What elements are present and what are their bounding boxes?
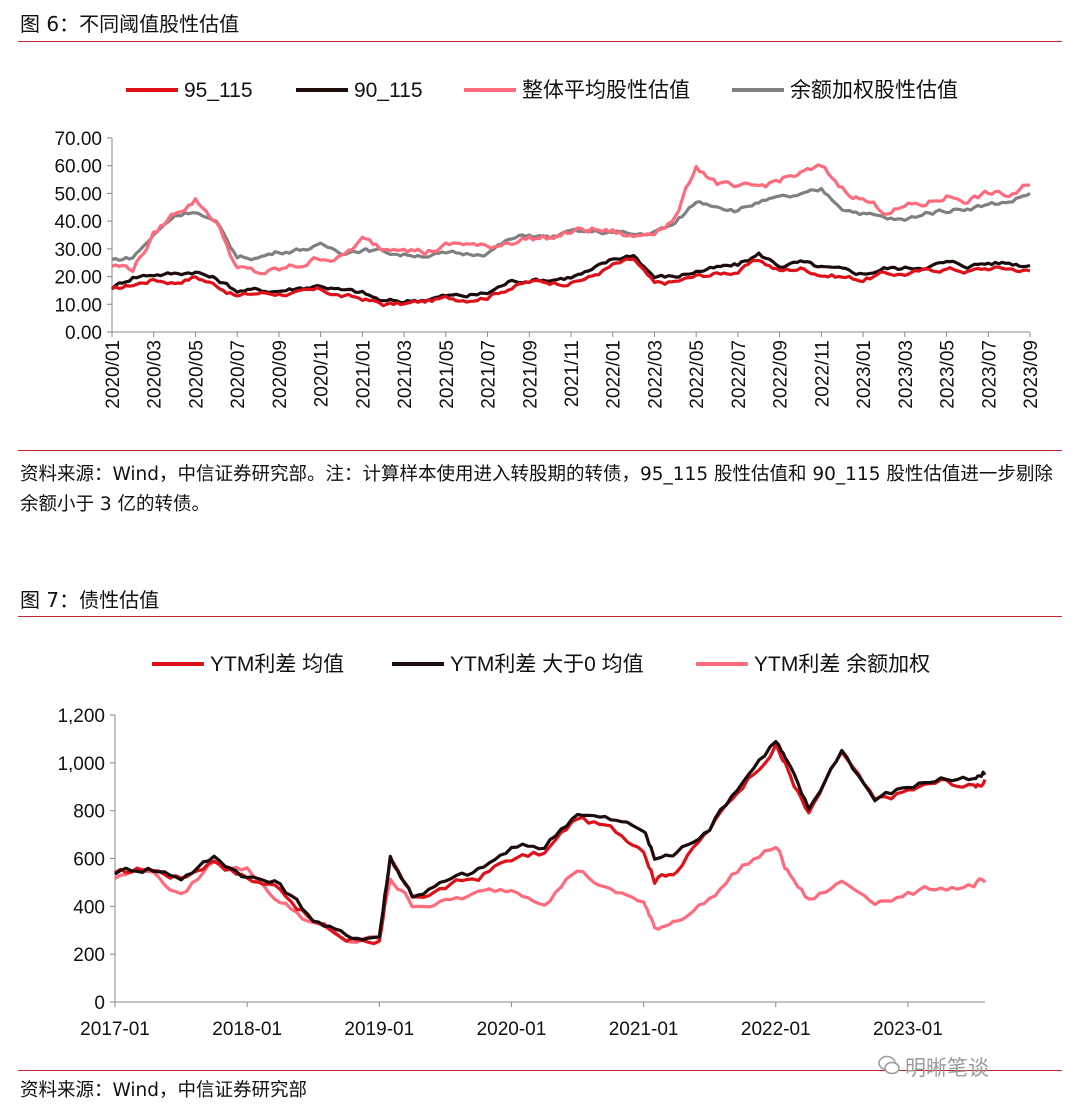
- x-tick-label-8: 2021/05: [437, 340, 458, 409]
- y-tick-label-4: 800: [73, 802, 105, 823]
- figure-7-title-rule: [18, 616, 1062, 617]
- y-tick-label-0: 0.00: [65, 323, 102, 344]
- x-tick-label-6: 2021/01: [353, 340, 374, 409]
- y-tick-label-6: 60.00: [54, 157, 102, 178]
- x-tick-label-1: 2018-01: [212, 1019, 282, 1040]
- x-tick-label-4: 2021-01: [609, 1019, 679, 1040]
- y-tick-label-6: 1,200: [57, 706, 105, 727]
- x-tick-label-7: 2021/03: [395, 340, 416, 409]
- chart-equity-valuation: 95_115 90_115 整体平均股性估值 余额加权股性估值 0.00 10.00 20.…: [54, 79, 1042, 409]
- x-tick-label-2: 2020/05: [186, 340, 207, 409]
- x-tick-label-0: 2020/01: [103, 340, 124, 409]
- legend-label-0: 95_115: [184, 79, 253, 102]
- x-tick-label-10: 2021/09: [520, 340, 541, 409]
- series-line-0: [111, 257, 1031, 308]
- series-line-1: [110, 251, 1031, 305]
- x-tick-label-5: 2022-01: [741, 1019, 811, 1040]
- y-tick-label-0: 0: [94, 993, 105, 1014]
- legend-label-3: 余额加权股性估值: [790, 79, 958, 102]
- y-tick-label-2: 20.00: [54, 268, 102, 289]
- x-tick-label-15: 2022/07: [729, 340, 750, 409]
- x-tick-label-12: 2022/01: [604, 340, 625, 409]
- y-tick-label-7: 70.00: [54, 129, 102, 150]
- series-line-2: [114, 845, 987, 944]
- x-tick-label-20: 2023/05: [938, 340, 959, 409]
- x-tick-label-6: 2023-01: [873, 1019, 943, 1040]
- x-tick-label-5: 2020/11: [312, 340, 333, 407]
- series-line-3: [111, 187, 1031, 262]
- x-tick-label-11: 2021/11: [562, 340, 583, 407]
- y-tick-label-1: 10.00: [54, 295, 102, 316]
- x-tick-label-21: 2023/07: [979, 340, 1000, 409]
- x-tick-label-9: 2021/07: [479, 340, 500, 409]
- wechat-icon: [878, 1055, 900, 1075]
- legend-label-1: 90_115: [354, 79, 423, 102]
- x-tick-label-4: 2020/09: [270, 340, 291, 409]
- series-line-1: [114, 740, 987, 942]
- legend-label-2: 整体平均股性估值: [522, 79, 690, 102]
- x-tick-label-3: 2020/07: [228, 340, 249, 409]
- y-tick-label-4: 40.00: [54, 212, 102, 233]
- y-tick-label-2: 400: [73, 897, 105, 918]
- x-tick-label-17: 2022/11: [812, 340, 833, 407]
- x-tick-label-2: 2019-01: [344, 1019, 414, 1040]
- x-tick-label-3: 2020-01: [477, 1019, 547, 1040]
- y-tick-label-5: 1,000: [57, 754, 105, 775]
- x-tick-label-13: 2022/03: [645, 340, 666, 409]
- y-tick-label-5: 50.00: [54, 184, 102, 205]
- x-tick-label-16: 2022/09: [771, 340, 792, 409]
- figure-7-source: 资料来源：Wind，中信证券研究部: [20, 1080, 307, 1101]
- figure-6-source: 资料来源：Wind，中信证券研究部。注：计算样本使用进入转股期的转债，95_11…: [20, 464, 1053, 515]
- y-tick-label-1: 200: [73, 945, 105, 966]
- x-tick-label-1: 2020/03: [145, 340, 166, 409]
- figure-6-source-rule: [18, 450, 1062, 451]
- legend-label-1: YTM利差 大于0 均值: [450, 653, 644, 676]
- figure-7-title: 图 7：债性估值: [20, 588, 160, 612]
- legend-label-0: YTM利差 均值: [210, 653, 344, 676]
- x-tick-label-22: 2023/09: [1021, 340, 1042, 409]
- y-tick-label-3: 30.00: [54, 240, 102, 261]
- x-tick-label-14: 2022/05: [687, 340, 708, 409]
- chart-bond-valuation: YTM利差 均值 YTM利差 大于0 均值 YTM利差 余额加权 0 200 400 600…: [57, 653, 987, 1040]
- x-tick-label-0: 2017-01: [80, 1019, 150, 1040]
- figure-6-title: 图 6：不同阈值股性估值: [20, 12, 240, 36]
- figure-7-source-rule: [18, 1070, 1062, 1071]
- series-line-2: [111, 163, 1030, 276]
- watermark: 明晰笔谈: [905, 1056, 989, 1080]
- x-tick-label-19: 2023/03: [896, 340, 917, 409]
- x-tick-label-18: 2023/01: [854, 340, 875, 409]
- figure-6-title-rule: [18, 41, 1062, 42]
- legend-label-2: YTM利差 余额加权: [754, 653, 930, 676]
- series-line-0: [114, 743, 987, 946]
- y-tick-label-3: 600: [73, 850, 105, 871]
